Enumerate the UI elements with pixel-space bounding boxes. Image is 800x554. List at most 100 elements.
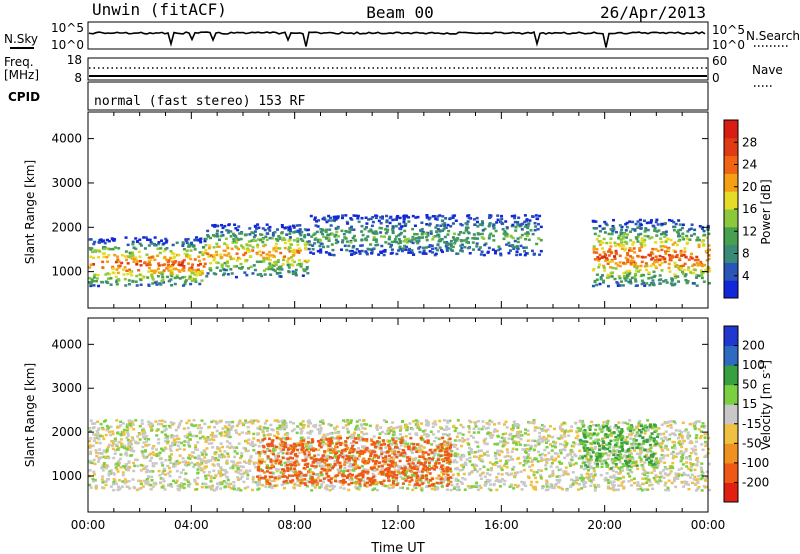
echo-cell	[399, 465, 403, 468]
echo-cell	[195, 488, 199, 491]
echo-cell	[663, 260, 667, 264]
echo-cell	[468, 460, 472, 463]
echo-cell	[689, 234, 693, 237]
echo-cell	[506, 441, 510, 445]
echo-cell	[330, 243, 334, 246]
echo-cell	[228, 446, 232, 450]
echo-cell	[479, 449, 483, 452]
echo-cell	[592, 245, 596, 248]
echo-cell	[398, 222, 402, 226]
echo-cell	[572, 445, 576, 448]
echo-cell	[630, 452, 634, 455]
echo-cell	[118, 264, 122, 268]
echo-cell	[459, 249, 463, 252]
echo-cell	[189, 267, 193, 271]
echo-cell	[292, 486, 296, 489]
echo-cell	[603, 448, 607, 451]
echo-cell	[369, 228, 373, 231]
echo-cell	[182, 427, 186, 430]
echo-cell	[177, 261, 181, 264]
echo-cell	[504, 231, 508, 235]
echo-cell	[467, 216, 471, 220]
echo-cell	[286, 450, 290, 454]
echo-cell	[436, 227, 440, 231]
echo-cell	[598, 282, 602, 286]
echo-cell	[162, 479, 166, 483]
echo-cell	[608, 248, 612, 251]
echo-cell	[196, 471, 200, 475]
echo-cell	[115, 268, 119, 271]
echo-cell	[236, 476, 240, 479]
echo-cell	[623, 277, 627, 280]
echo-cell	[640, 282, 644, 286]
echo-cell	[396, 482, 400, 485]
echo-cell	[449, 225, 453, 228]
echo-cell	[633, 481, 636, 485]
echo-cell	[588, 453, 592, 457]
echo-cell	[221, 427, 225, 430]
echo-cell	[203, 460, 207, 463]
echo-cell	[476, 488, 480, 492]
echo-cell	[685, 480, 689, 484]
echo-cell	[589, 457, 593, 461]
echo-cell	[97, 460, 101, 463]
echo-cell	[234, 470, 238, 473]
echo-cell	[260, 233, 264, 237]
echo-cell	[451, 245, 455, 249]
echo-cell	[661, 469, 665, 472]
echo-cell	[160, 279, 164, 283]
echo-cell	[256, 245, 260, 249]
echo-cell	[485, 442, 489, 446]
echo-cell	[341, 483, 345, 486]
echo-cell	[446, 242, 450, 245]
echo-cell	[314, 460, 318, 464]
echo-cell	[103, 241, 107, 245]
echo-cell	[370, 248, 374, 252]
echo-cell	[569, 478, 573, 481]
echo-cell	[601, 227, 605, 231]
echo-cell	[573, 453, 577, 456]
echo-cell	[396, 454, 400, 457]
echo-cell	[101, 266, 105, 269]
echo-cell	[155, 434, 159, 437]
echo-cell	[185, 253, 189, 256]
echo-cell	[313, 216, 317, 219]
echo-cell	[309, 421, 313, 425]
echo-cell	[429, 232, 433, 235]
echo-cell	[685, 465, 689, 468]
echo-cell	[436, 430, 440, 433]
echo-cell	[186, 426, 190, 430]
echo-cell	[275, 430, 279, 434]
echo-cell	[141, 276, 145, 280]
echo-cell	[552, 427, 556, 431]
echo-cell	[156, 242, 160, 246]
echo-cell	[176, 462, 180, 466]
echo-cell	[513, 220, 517, 224]
echo-cell	[172, 252, 176, 256]
echo-cell	[285, 481, 289, 485]
echo-cell	[159, 283, 163, 286]
echo-cell	[526, 475, 530, 478]
echo-cell	[455, 488, 459, 492]
echo-cell	[155, 454, 159, 458]
echo-cell	[520, 480, 524, 484]
echo-cell	[334, 215, 338, 219]
echo-cell	[466, 236, 470, 240]
echo-cell	[562, 470, 566, 473]
echo-cell	[692, 478, 696, 481]
echo-cell	[614, 244, 618, 247]
echo-cell	[632, 247, 636, 250]
noise-left-tick-high: 10^5	[51, 21, 84, 35]
echo-cell	[567, 434, 571, 437]
echo-cell	[595, 439, 599, 443]
echo-cell	[313, 242, 317, 245]
echo-cell	[452, 424, 456, 428]
echo-cell	[207, 485, 211, 488]
echo-cell	[684, 273, 688, 276]
echo-cell	[653, 259, 657, 262]
echo-cell	[511, 223, 515, 227]
echo-cell	[204, 243, 208, 247]
echo-cell	[643, 470, 647, 473]
echo-cell	[460, 464, 464, 467]
echo-cell	[502, 439, 506, 442]
